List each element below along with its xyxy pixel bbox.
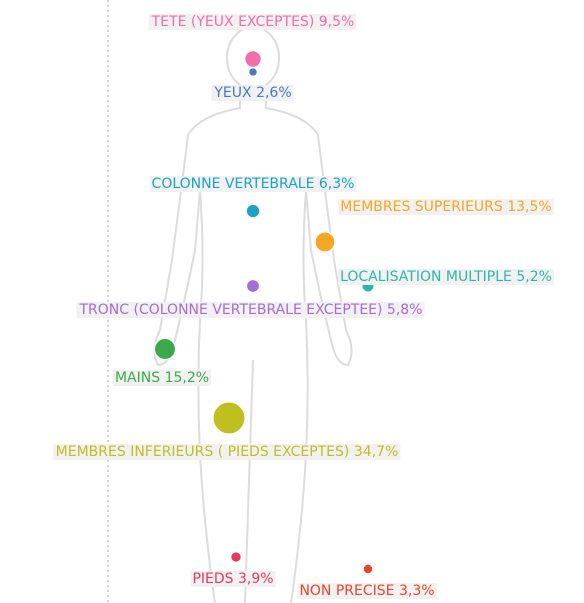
bubble (245, 203, 261, 219)
label-bg (112, 370, 212, 386)
label-bg (53, 444, 401, 460)
value-label: 3,9% (238, 571, 274, 587)
data-label: LOCALISATION MULTIPLE 5,2% (340, 269, 552, 285)
category-name: COLONNE VERTEBRALE (152, 176, 315, 192)
category-name: TETE (YEUX EXCEPTES) (151, 14, 315, 30)
bubble (243, 49, 263, 69)
label-bg (338, 199, 554, 215)
value-label: 5,2% (516, 269, 552, 285)
category-name: NON PRECISE (299, 583, 394, 599)
label-bg (338, 269, 554, 285)
data-label-group: COLONNE VERTEBRALE 6,3% (149, 176, 357, 192)
data-label: YEUX 2,6% (213, 85, 291, 101)
data-label: COLONNE VERTEBRALE 6,3% (152, 176, 355, 192)
category-name: MEMBRES INFERIEURS ( PIEDS EXCEPTES) (56, 444, 350, 460)
data-label: NON PRECISE 3,3% (299, 583, 434, 599)
data-label-group: PIEDS 3,9% (190, 571, 276, 587)
data-label: PIEDS 3,9% (192, 571, 273, 587)
bubble (362, 563, 374, 575)
data-label-group: MAINS 15,2% (112, 370, 212, 386)
data-label-group: TRONC (COLONNE VERTEBRALE EXCEPTEE) 5,8% (76, 302, 425, 318)
category-name: PIEDS (192, 571, 233, 587)
value-label: 15,2% (165, 370, 209, 386)
data-label: MEMBRES SUPERIEURS 13,5% (340, 199, 551, 215)
data-label: MEMBRES INFERIEURS ( PIEDS EXCEPTES) 34,… (56, 444, 399, 460)
data-label: MAINS 15,2% (115, 370, 209, 386)
bubble (314, 231, 336, 253)
label-bg (190, 571, 276, 587)
data-label-group: YEUX 2,6% (211, 85, 294, 101)
category-name: MEMBRES SUPERIEURS (340, 199, 503, 215)
value-label: 34,7% (354, 444, 398, 460)
label-bg (149, 176, 357, 192)
value-label: 13,5% (507, 199, 551, 215)
category-name: MAINS (115, 370, 160, 386)
value-label: 2,6% (256, 85, 292, 101)
data-label: TRONC (COLONNE VERTEBRALE EXCEPTEE) 5,8% (79, 302, 423, 318)
value-label: 6,3% (319, 176, 355, 192)
label-bg (297, 583, 437, 599)
bubble (229, 550, 243, 564)
value-label: 3,3% (399, 583, 435, 599)
label-bg (211, 85, 294, 101)
data-label-group: TETE (YEUX EXCEPTES) 9,5% (148, 14, 357, 30)
label-bg (148, 14, 357, 30)
category-name: YEUX (213, 85, 252, 101)
value-label: 9,5% (319, 14, 355, 30)
bubble (247, 66, 259, 78)
category-name: LOCALISATION MULTIPLE (340, 269, 512, 285)
label-bg (76, 302, 425, 318)
bubble (245, 278, 261, 294)
bubble (212, 401, 246, 435)
bubble (153, 337, 177, 361)
data-label-group: LOCALISATION MULTIPLE 5,2% (338, 269, 554, 285)
category-name: TRONC (COLONNE VERTEBRALE EXCEPTEE) (79, 302, 383, 318)
data-label-group: NON PRECISE 3,3% (297, 583, 437, 599)
value-label: 5,8% (387, 302, 423, 318)
data-label: TETE (YEUX EXCEPTES) 9,5% (151, 14, 355, 30)
data-label-group: MEMBRES INFERIEURS ( PIEDS EXCEPTES) 34,… (53, 444, 401, 460)
data-label-group: MEMBRES SUPERIEURS 13,5% (338, 199, 554, 215)
